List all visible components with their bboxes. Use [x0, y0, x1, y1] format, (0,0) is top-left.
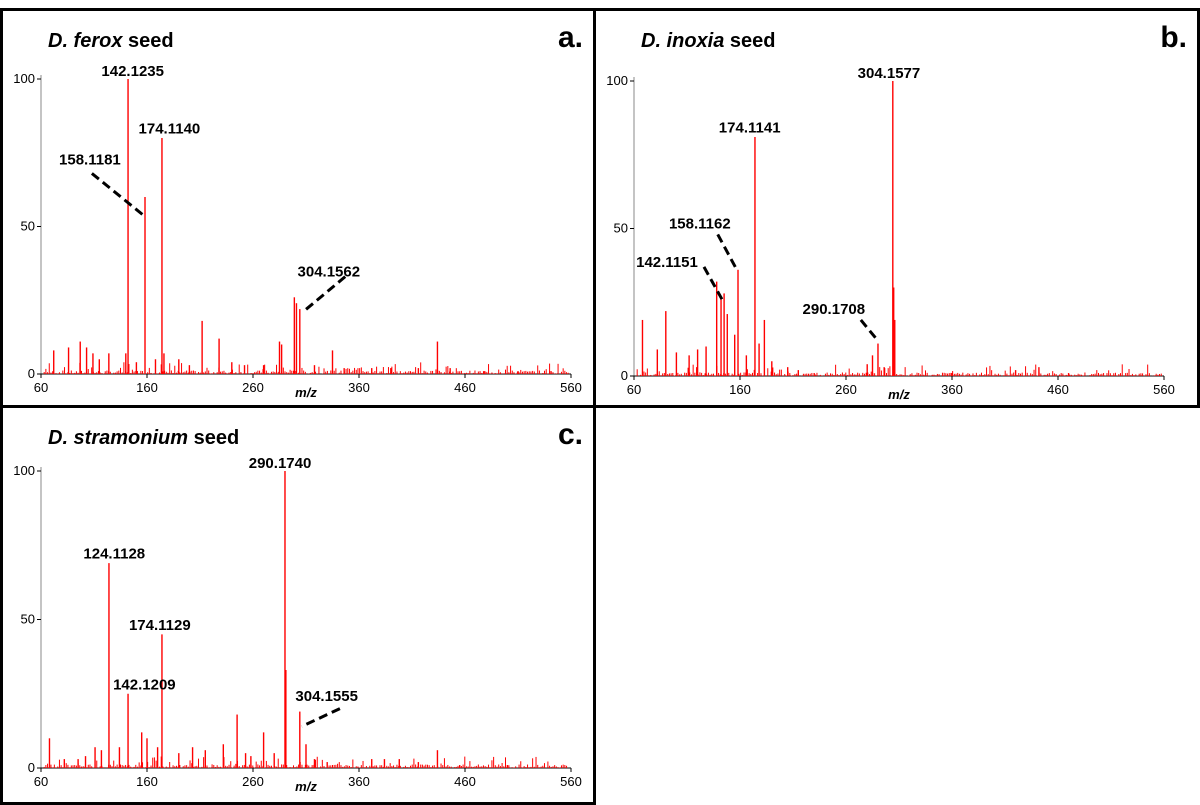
- peak-leader-line: [301, 707, 341, 728]
- x-tick-label: 160: [136, 380, 158, 395]
- panel-title-rest-a: seed: [122, 30, 174, 52]
- x-tick-label: 60: [34, 380, 48, 395]
- spectrum-chart-a: 0 50 100 60 160 260 360 460 560 m/z 142.1235 174.11…: [13, 63, 582, 400]
- panel-title-a: D. ferox seed: [48, 30, 174, 53]
- peak-label: 304.1577: [858, 65, 921, 82]
- panel-label-a: a.: [557, 21, 583, 54]
- peak-leader-line: [702, 266, 724, 301]
- y-tick-label: 50: [21, 612, 35, 627]
- x-tick-label: 360: [348, 774, 370, 789]
- y-tick-label: 0: [28, 366, 35, 381]
- y-tick-label: 0: [621, 368, 628, 383]
- x-tick-label: 360: [348, 380, 370, 395]
- peak-label: 142.1209: [113, 676, 176, 693]
- x-tick-label: 160: [136, 774, 158, 789]
- y-tick-label: 50: [21, 219, 35, 234]
- y-tick-label: 100: [13, 71, 35, 86]
- x-tick-label: 460: [454, 774, 476, 789]
- x-axis-title: m/z: [295, 385, 317, 400]
- peak-label: 158.1181: [59, 152, 121, 169]
- peak-label: 304.1555: [295, 688, 358, 705]
- peak-label: 174.1141: [719, 120, 781, 137]
- panel-title-c: D. stramonium seed: [48, 427, 239, 450]
- y-tick-label: 50: [614, 221, 628, 236]
- peak-leader-line: [859, 318, 879, 342]
- x-tick-label: 160: [729, 382, 751, 397]
- x-tick-label: 460: [1047, 382, 1069, 397]
- x-axis-title: m/z: [888, 387, 910, 402]
- panel-title-species-c: D. stramonium: [48, 427, 189, 449]
- peak-leader-line: [716, 233, 739, 271]
- peak-label: 304.1562: [298, 264, 361, 281]
- x-tick-label: 260: [835, 382, 857, 397]
- x-tick-label: 260: [242, 774, 264, 789]
- panel-label-c: c.: [557, 418, 583, 451]
- panel-title-species-b: D. inoxia: [641, 30, 725, 52]
- y-tick-label: 100: [606, 73, 628, 88]
- peak-label: 290.1740: [249, 455, 312, 472]
- spectrum-panel-b: 0 50 100 60 160 260 360 460 560 m/z 304.1577 174.11…: [593, 8, 1200, 408]
- peak-label: 174.1140: [139, 121, 201, 138]
- peak-label: 142.1151: [636, 254, 698, 271]
- x-tick-label: 60: [627, 382, 641, 397]
- panel-title-rest-b: seed: [724, 30, 776, 52]
- x-tick-label: 560: [560, 774, 582, 789]
- x-axis-title: m/z: [295, 779, 317, 794]
- x-tick-label: 460: [454, 380, 476, 395]
- peak-leader-line: [301, 275, 347, 314]
- peak-label: 142.1235: [101, 63, 164, 80]
- spectrum-panel-c: 0 50 100 60 160 260 360 460 560 m/z 290.1740 124.11…: [0, 405, 596, 805]
- x-tick-label: 60: [34, 774, 48, 789]
- x-tick-label: 260: [242, 380, 264, 395]
- y-tick-label: 100: [13, 463, 35, 478]
- spectrum-panel-a: 0 50 100 60 160 260 360 460 560 m/z 142.1235 174.11…: [0, 8, 596, 408]
- peak-label: 124.1128: [83, 546, 145, 563]
- panel-label-b: b.: [1160, 21, 1187, 54]
- y-tick-label: 0: [28, 760, 35, 775]
- peak-label: 174.1129: [129, 617, 191, 634]
- spectrum-chart-b: 0 50 100 60 160 260 360 460 560 m/z 304.1577 174.11…: [606, 65, 1175, 402]
- panel-title-species-a: D. ferox: [48, 30, 123, 52]
- peak-label: 158.1162: [669, 216, 731, 233]
- x-tick-label: 560: [560, 380, 582, 395]
- peak-leader-line: [90, 172, 144, 216]
- peak-label: 290.1708: [803, 301, 866, 318]
- panel-title-rest-c: seed: [188, 427, 240, 449]
- x-tick-label: 560: [1153, 382, 1175, 397]
- x-tick-label: 360: [941, 382, 963, 397]
- spectrum-chart-c: 0 50 100 60 160 260 360 460 560 m/z 290.1740 124.11…: [13, 455, 582, 794]
- panel-title-b: D. inoxia seed: [641, 30, 776, 53]
